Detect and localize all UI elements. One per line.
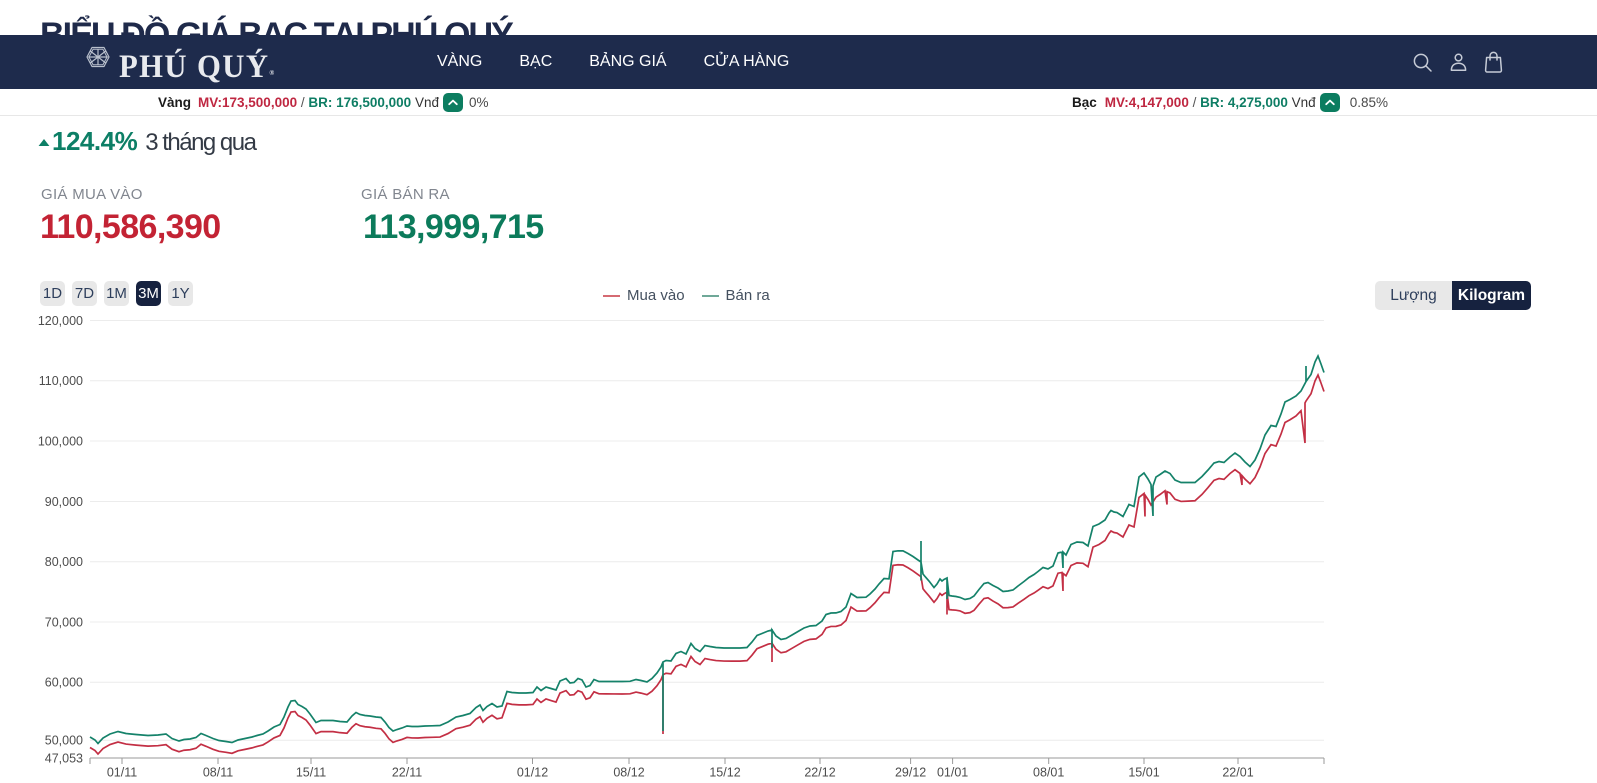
svg-text:70,000: 70,000 [45,615,83,629]
svg-text:01/01: 01/01 [937,766,968,780]
svg-text:100,000: 100,000 [38,434,83,448]
svg-text:80,000: 80,000 [45,555,83,569]
svg-text:15/11: 15/11 [296,766,326,780]
svg-text:01/11: 01/11 [107,766,137,780]
svg-text:60,000: 60,000 [45,676,83,690]
svg-text:08/11: 08/11 [203,766,233,780]
svg-text:29/12: 29/12 [895,766,926,780]
svg-text:15/12: 15/12 [709,766,740,780]
svg-text:110,000: 110,000 [39,374,83,388]
svg-text:15/01: 15/01 [1128,766,1159,780]
svg-text:08/12: 08/12 [613,766,644,780]
svg-text:01/12: 01/12 [517,766,548,780]
svg-text:22/12: 22/12 [804,766,835,780]
svg-text:22/01: 22/01 [1222,766,1253,780]
svg-text:22/11: 22/11 [392,766,422,780]
svg-text:08/01: 08/01 [1033,766,1064,780]
svg-text:120,000: 120,000 [38,314,83,328]
svg-text:47,053: 47,053 [45,751,83,765]
svg-text:90,000: 90,000 [45,495,83,509]
svg-text:50,000: 50,000 [45,734,83,748]
